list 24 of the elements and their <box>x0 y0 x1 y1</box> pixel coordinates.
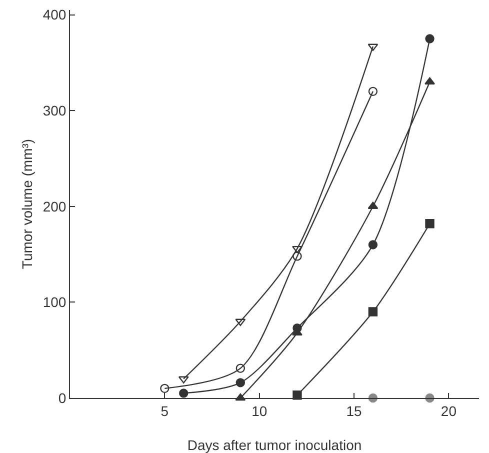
y-tick-label: 200 <box>42 198 66 214</box>
point <box>368 240 378 250</box>
point <box>368 307 378 316</box>
x-tick-label: 20 <box>440 402 457 419</box>
point <box>368 86 378 96</box>
x-tick-label: 10 <box>252 402 268 419</box>
point <box>236 378 246 388</box>
x-tick-label: 15 <box>346 402 362 419</box>
point <box>179 388 188 398</box>
y-axis-title: Tumor volume (mm³) <box>19 138 35 270</box>
point <box>292 390 302 400</box>
y-tick-label: 400 <box>42 6 66 23</box>
y-tick-label: 0 <box>58 390 66 406</box>
x-tick-label: 5 <box>160 402 169 419</box>
y-tick-label: 100 <box>42 294 66 310</box>
point <box>425 34 434 44</box>
point <box>236 364 246 373</box>
point <box>292 252 302 261</box>
point <box>424 77 435 84</box>
point <box>425 219 434 228</box>
point <box>160 384 170 394</box>
y-tick-label: 300 <box>42 102 66 118</box>
x-axis-title: Days after tumor inoculation <box>187 437 362 453</box>
point <box>292 246 302 254</box>
